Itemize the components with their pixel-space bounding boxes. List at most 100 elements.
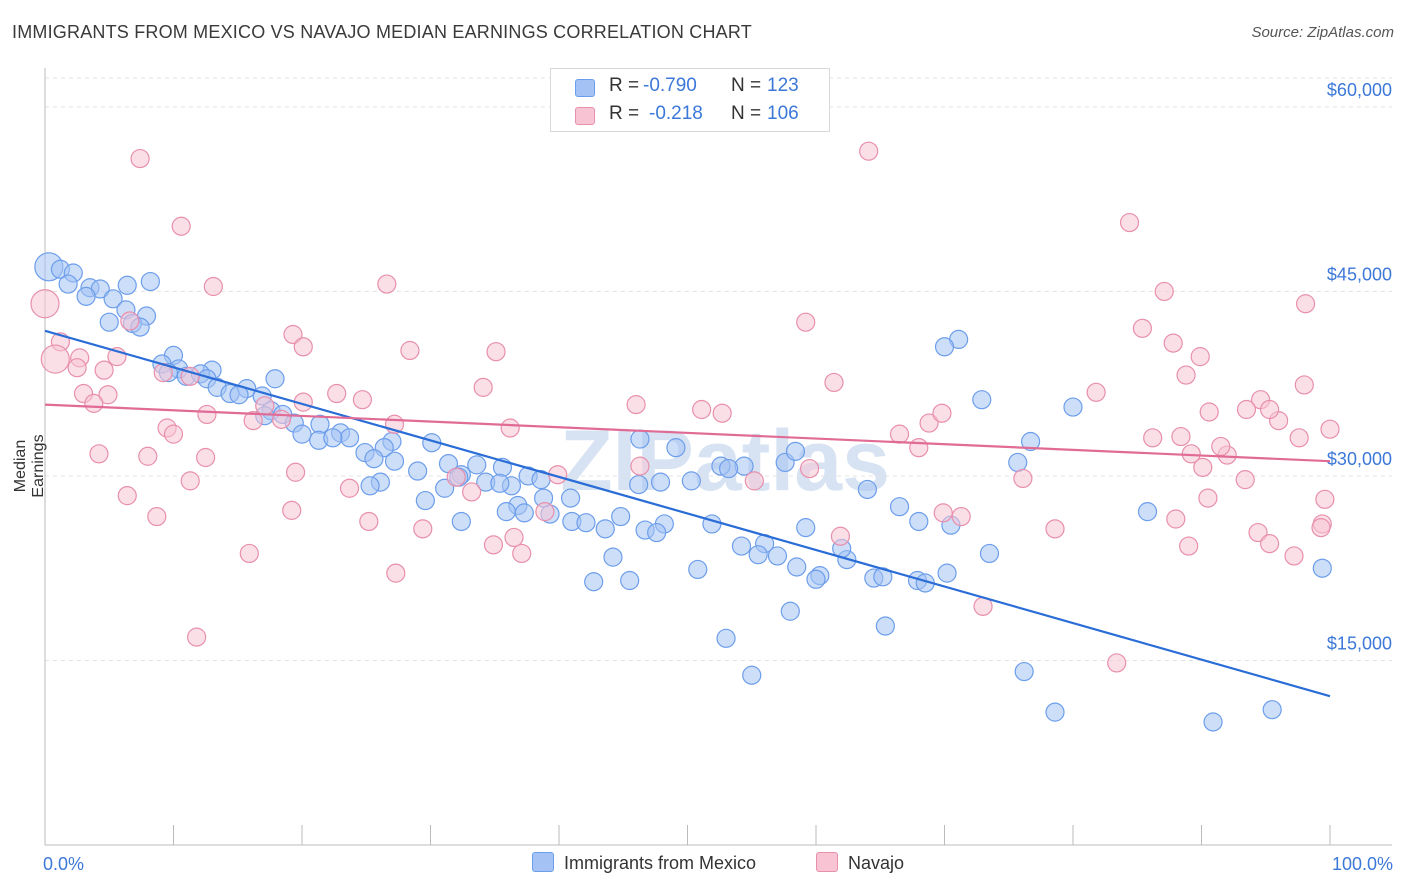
point-mexico	[595, 519, 615, 539]
point-navajo	[1179, 536, 1199, 556]
point-mexico	[1063, 397, 1083, 417]
point-mexico	[435, 478, 455, 498]
point-navajo	[1176, 365, 1196, 385]
point-navajo	[1045, 519, 1065, 539]
y-tick-label: $60,000	[1327, 80, 1392, 100]
point-navajo	[327, 383, 347, 404]
point-navajo	[359, 511, 379, 532]
bottom-legend-swatch-mexico	[532, 852, 554, 872]
point-navajo	[1154, 281, 1174, 302]
point-mexico	[1008, 452, 1028, 473]
point-navajo	[932, 403, 952, 423]
bottom-legend-swatch-navajo	[816, 852, 838, 872]
point-navajo	[1171, 426, 1191, 447]
point-mexico	[909, 511, 929, 532]
point-navajo	[512, 543, 532, 564]
point-navajo	[89, 444, 109, 464]
point-navajo	[1199, 402, 1219, 422]
bottom-legend-label-navajo: Navajo	[848, 853, 905, 873]
point-mexico	[1312, 558, 1332, 578]
point-navajo	[535, 502, 555, 522]
point-mexico	[140, 271, 160, 292]
point-navajo	[282, 500, 302, 520]
y-tick-label: $45,000	[1327, 264, 1392, 284]
point-navajo	[1193, 457, 1213, 477]
point-mexico	[650, 472, 671, 492]
y-axis-label: Median Earnings	[12, 434, 47, 498]
point-navajo	[377, 274, 397, 294]
point-mexico	[99, 312, 119, 332]
point-navajo	[1119, 212, 1140, 233]
point-mexico	[360, 476, 380, 496]
point-navajo	[1211, 436, 1231, 457]
point-navajo	[187, 627, 207, 647]
point-navajo	[98, 385, 118, 405]
point-navajo	[352, 390, 372, 410]
x-tick-label: 0.0%	[43, 854, 84, 874]
point-mexico	[117, 275, 137, 295]
point-navajo	[239, 543, 259, 564]
point-mexico	[716, 628, 736, 648]
legend-row-navajo: R = -0.218 N = 106	[551, 101, 829, 129]
point-navajo	[744, 471, 764, 491]
point-navajo	[1236, 399, 1257, 420]
point-navajo	[626, 395, 646, 415]
point-mexico	[58, 274, 78, 294]
point-mexico	[364, 449, 384, 469]
point-navajo	[1198, 488, 1218, 508]
point-mexico	[1045, 702, 1065, 722]
point-navajo	[1260, 534, 1280, 554]
point-mexico	[785, 441, 806, 461]
point-navajo	[30, 289, 60, 319]
point-navajo	[94, 360, 114, 380]
point-navajo	[486, 342, 506, 362]
point-navajo	[630, 456, 650, 476]
point-navajo	[909, 438, 929, 458]
point-navajo	[285, 462, 306, 482]
point-navajo	[130, 148, 150, 169]
point-navajo	[400, 340, 420, 361]
point-mexico	[688, 559, 708, 580]
legend-n-value: 106	[767, 103, 799, 124]
point-navajo	[203, 276, 223, 297]
point-mexico	[979, 543, 1000, 564]
point-mexico	[103, 289, 123, 309]
point-navajo	[1248, 522, 1268, 543]
point-navajo	[462, 482, 482, 502]
point-navajo	[712, 403, 732, 423]
point-navajo	[473, 377, 493, 397]
point-mexico	[560, 488, 581, 508]
point-mexico	[292, 424, 312, 444]
legend-r-label: R =	[609, 103, 640, 124]
point-mexico	[806, 569, 826, 589]
point-navajo	[1143, 428, 1163, 448]
point-navajo	[1284, 546, 1304, 566]
point-navajo	[117, 486, 137, 506]
point-navajo	[504, 527, 524, 548]
x-tick-label: 100.0%	[1332, 854, 1393, 874]
point-navajo	[692, 399, 712, 420]
point-navajo	[500, 418, 520, 438]
point-navajo	[889, 424, 910, 444]
point-navajo	[799, 458, 820, 479]
point-navajo	[933, 503, 953, 523]
point-mexico	[647, 522, 667, 543]
point-navajo	[830, 526, 851, 546]
point-mexico	[576, 513, 596, 533]
point-navajo	[255, 396, 275, 416]
point-mexico	[630, 429, 650, 449]
point-mexico	[857, 479, 878, 500]
point-mexico	[873, 567, 893, 587]
point-mexico	[496, 502, 516, 522]
point-navajo	[386, 563, 406, 583]
point-mexico	[666, 438, 686, 458]
point-navajo	[1086, 382, 1106, 402]
point-navajo	[1260, 399, 1280, 420]
point-mexico	[611, 506, 631, 527]
point-navajo	[1107, 653, 1127, 673]
point-mexico	[514, 503, 534, 523]
point-navajo	[1166, 509, 1186, 529]
point-navajo	[197, 404, 217, 425]
correlation-legend: R = -0.790 N = 123 R = -0.218 N = 106	[550, 68, 830, 132]
point-mexico	[1020, 431, 1041, 452]
